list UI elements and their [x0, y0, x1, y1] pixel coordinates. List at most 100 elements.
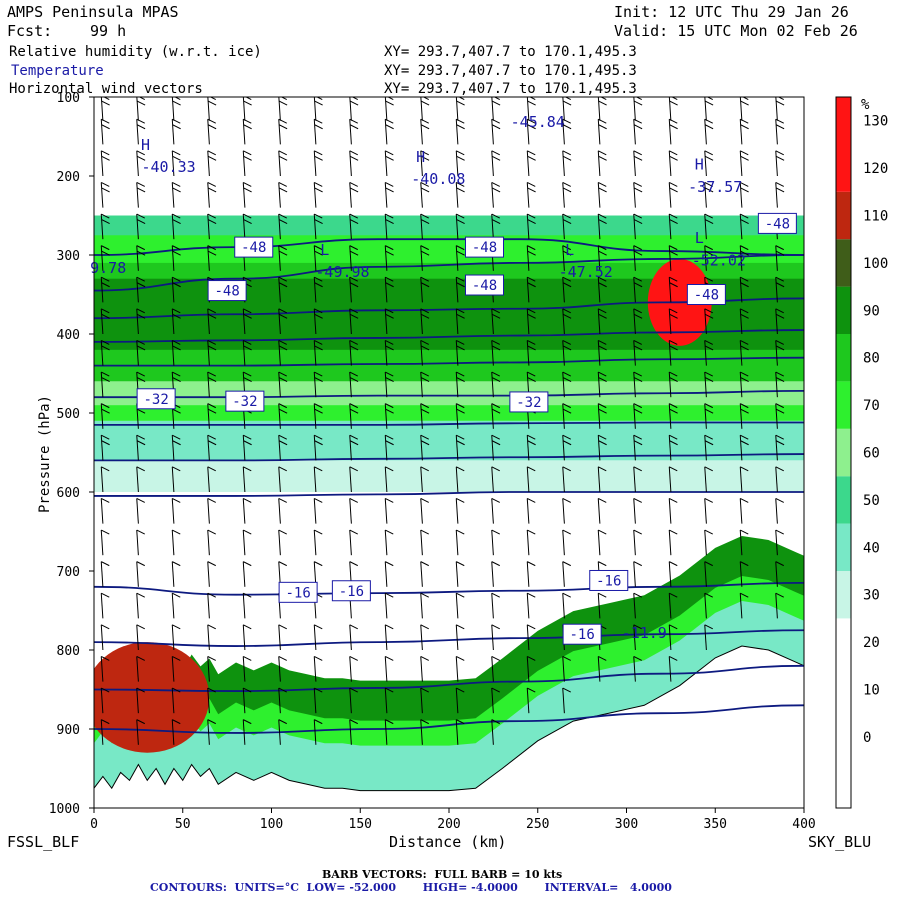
colorbar-tick-label: 0 — [863, 730, 871, 746]
temperature-contour--8 — [94, 664, 804, 692]
wind-barb — [278, 529, 287, 556]
wind-barb — [668, 561, 678, 587]
wind-barb — [136, 434, 146, 461]
colorbar-tick-label: 20 — [863, 635, 880, 651]
wind-barb — [455, 339, 465, 366]
wind-barb — [100, 245, 110, 271]
wind-barb — [136, 245, 146, 271]
wind-barb — [242, 434, 252, 461]
wind-barb — [668, 624, 678, 651]
wind-barb — [242, 213, 252, 240]
wind-barb — [100, 655, 110, 682]
wind-barb — [597, 497, 607, 524]
wind-barb — [349, 529, 358, 556]
extremum-annotation: H — [416, 148, 425, 166]
wind-barb — [704, 245, 714, 271]
contour-label: -48 — [686, 284, 726, 305]
wind-barb — [384, 434, 394, 461]
wind-barb — [278, 497, 287, 524]
wind-barb — [207, 339, 217, 366]
wind-barb — [526, 276, 536, 303]
colorbar-tick-label: 30 — [863, 588, 880, 604]
colorbar-tick-label: 60 — [863, 446, 880, 462]
wind-barb — [562, 181, 572, 208]
wind-barb — [455, 213, 465, 240]
wind-barb — [100, 118, 110, 145]
wind-barb — [420, 624, 429, 651]
wind-barb — [278, 181, 288, 208]
wind-barb — [668, 181, 678, 208]
contour-label-text: -32 — [516, 395, 541, 411]
contour-label-text: -16 — [569, 627, 594, 643]
wind-barb — [278, 97, 288, 121]
wind-barb — [704, 371, 714, 398]
wind-barb — [420, 245, 430, 271]
wind-barb — [491, 213, 501, 240]
wind-barb — [171, 118, 181, 145]
colorbar-frame — [835, 96, 852, 809]
x-axis-label: Distance (km) — [389, 833, 507, 851]
wind-barb — [491, 371, 501, 398]
wind-barb — [491, 497, 500, 524]
wind-barb — [420, 687, 429, 714]
wind-barb — [704, 434, 714, 461]
wind-barb — [597, 213, 607, 240]
wind-barb — [242, 655, 252, 682]
wind-barb — [384, 245, 394, 271]
wind-barb — [455, 308, 465, 335]
wind-barb — [775, 245, 785, 271]
wind-barb — [349, 466, 358, 493]
wind-barb — [491, 97, 501, 121]
wind-barb — [775, 276, 785, 303]
wind-barb — [313, 624, 323, 651]
colorbar-unit: % — [861, 97, 870, 113]
wind-barb — [633, 434, 643, 461]
wind-barb — [278, 339, 288, 366]
wind-barb — [100, 592, 110, 619]
colorbar-segment-7 — [836, 286, 851, 334]
wind-barb — [136, 150, 146, 177]
contour-label-text: -48 — [694, 288, 719, 304]
wind-barb — [278, 213, 288, 240]
wind-barb — [384, 371, 394, 398]
wind-barb — [313, 245, 323, 271]
wind-barb — [207, 561, 216, 587]
wind-barb — [739, 150, 749, 177]
colorbar-segment-8 — [836, 239, 851, 287]
contour-label-text: -32 — [232, 394, 257, 410]
temperature-contour--44 — [94, 297, 804, 320]
contour-label: -32 — [136, 388, 176, 410]
wind-barb — [100, 371, 110, 398]
wind-barb — [420, 403, 430, 429]
wind-barb — [739, 181, 749, 208]
wind-barb — [455, 181, 465, 208]
wind-barb — [739, 434, 749, 461]
wind-barb — [384, 276, 394, 303]
wind-barb — [526, 308, 536, 335]
wind-barb — [207, 497, 216, 524]
wind-barb — [668, 276, 678, 303]
wind-barb — [491, 719, 500, 745]
wind-barb — [526, 150, 536, 177]
wind-barb — [775, 371, 785, 398]
extremum-annotation: 9.78 — [90, 259, 126, 277]
wind-barb — [349, 434, 359, 461]
wind-barb — [633, 561, 642, 587]
wind-barb — [384, 150, 394, 177]
wind-barb — [668, 434, 678, 461]
wind-barb — [704, 403, 714, 429]
wind-barb — [739, 339, 749, 366]
wind-barb — [668, 529, 678, 556]
contour-label: -16 — [589, 569, 629, 591]
wind-barb — [384, 497, 394, 524]
wind-barb — [775, 97, 785, 121]
wind-barb — [313, 150, 323, 177]
wind-barb — [597, 403, 607, 429]
contour-label: -48 — [465, 236, 504, 258]
colorbar-segment-5 — [836, 381, 851, 429]
wind-barb — [526, 655, 536, 682]
wind-barb — [171, 561, 181, 587]
wind-barb — [704, 561, 713, 587]
wind-barb — [597, 434, 607, 461]
wind-barb — [384, 403, 394, 429]
